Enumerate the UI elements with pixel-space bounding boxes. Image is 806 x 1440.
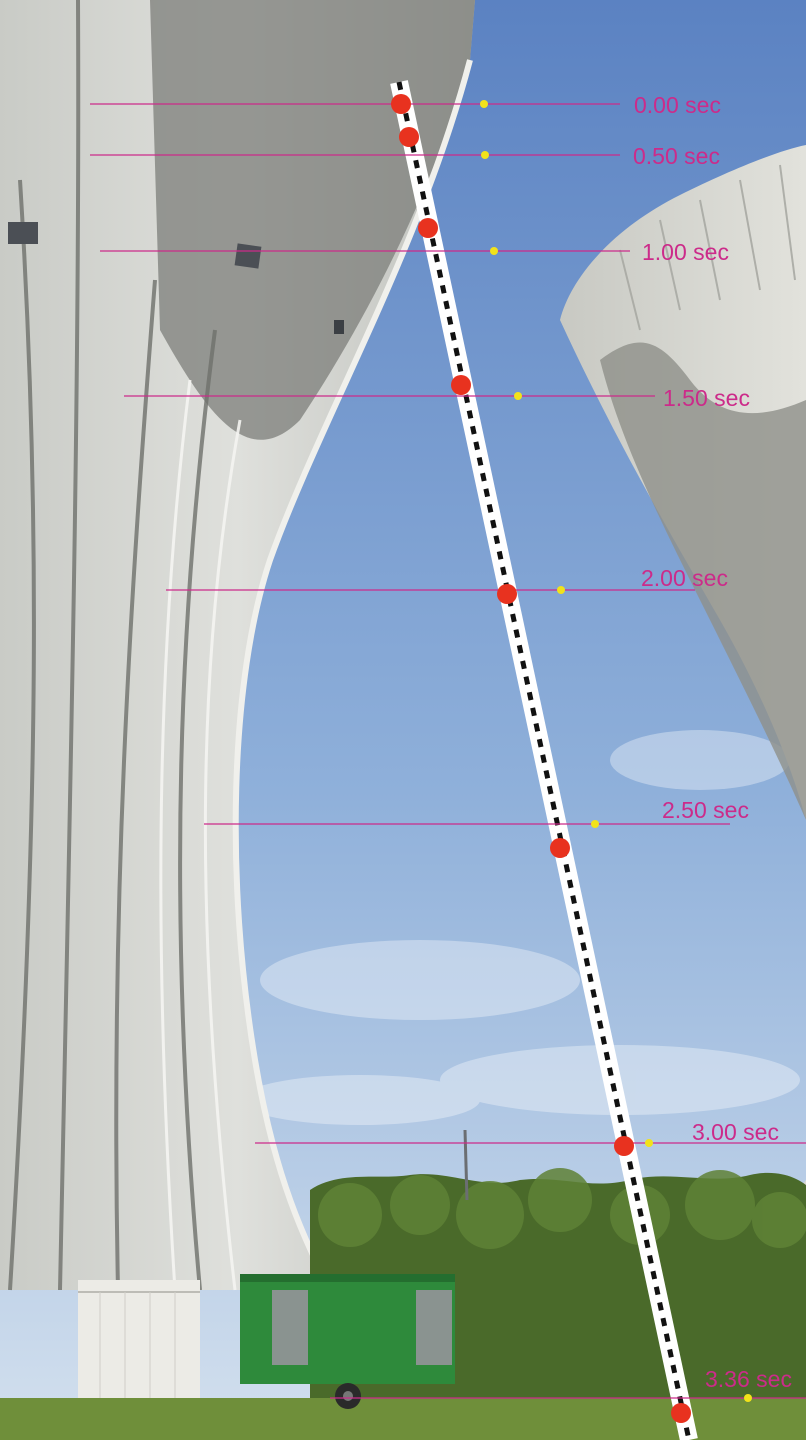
time-label: 3.36 sec — [705, 1366, 792, 1392]
ball-position — [671, 1403, 691, 1423]
time-label: 2.00 sec — [641, 565, 728, 591]
ball-position — [399, 127, 419, 147]
fall-track — [390, 80, 698, 1440]
ball-position — [391, 94, 411, 114]
time-label: 1.00 sec — [642, 239, 729, 265]
reference-dot — [480, 100, 488, 108]
ball-position — [550, 838, 570, 858]
reference-dot — [557, 586, 565, 594]
time-markers: 0.00 sec 0.50 sec 1.00 sec 1.50 sec 2.00 sec… — [90, 92, 806, 1423]
reference-dot — [514, 392, 522, 400]
time-label: 1.50 sec — [663, 385, 750, 411]
grass — [0, 1398, 806, 1440]
green-cabin — [240, 1274, 455, 1409]
right-tower — [560, 145, 806, 1360]
ball-position — [418, 218, 438, 238]
time-label: 0.50 sec — [633, 143, 720, 169]
time-label: 0.00 sec — [634, 92, 721, 118]
reference-dot — [744, 1394, 752, 1402]
ball-position — [614, 1136, 634, 1156]
time-label: 3.00 sec — [692, 1119, 779, 1145]
reference-dot — [490, 247, 498, 255]
ball-position — [497, 584, 517, 604]
white-container — [78, 1280, 200, 1398]
time-label: 2.50 sec — [662, 797, 749, 823]
reference-dot — [645, 1139, 653, 1147]
reference-dot — [481, 151, 489, 159]
reference-dot — [591, 820, 599, 828]
ball-position — [451, 375, 471, 395]
clouds — [240, 730, 800, 1125]
